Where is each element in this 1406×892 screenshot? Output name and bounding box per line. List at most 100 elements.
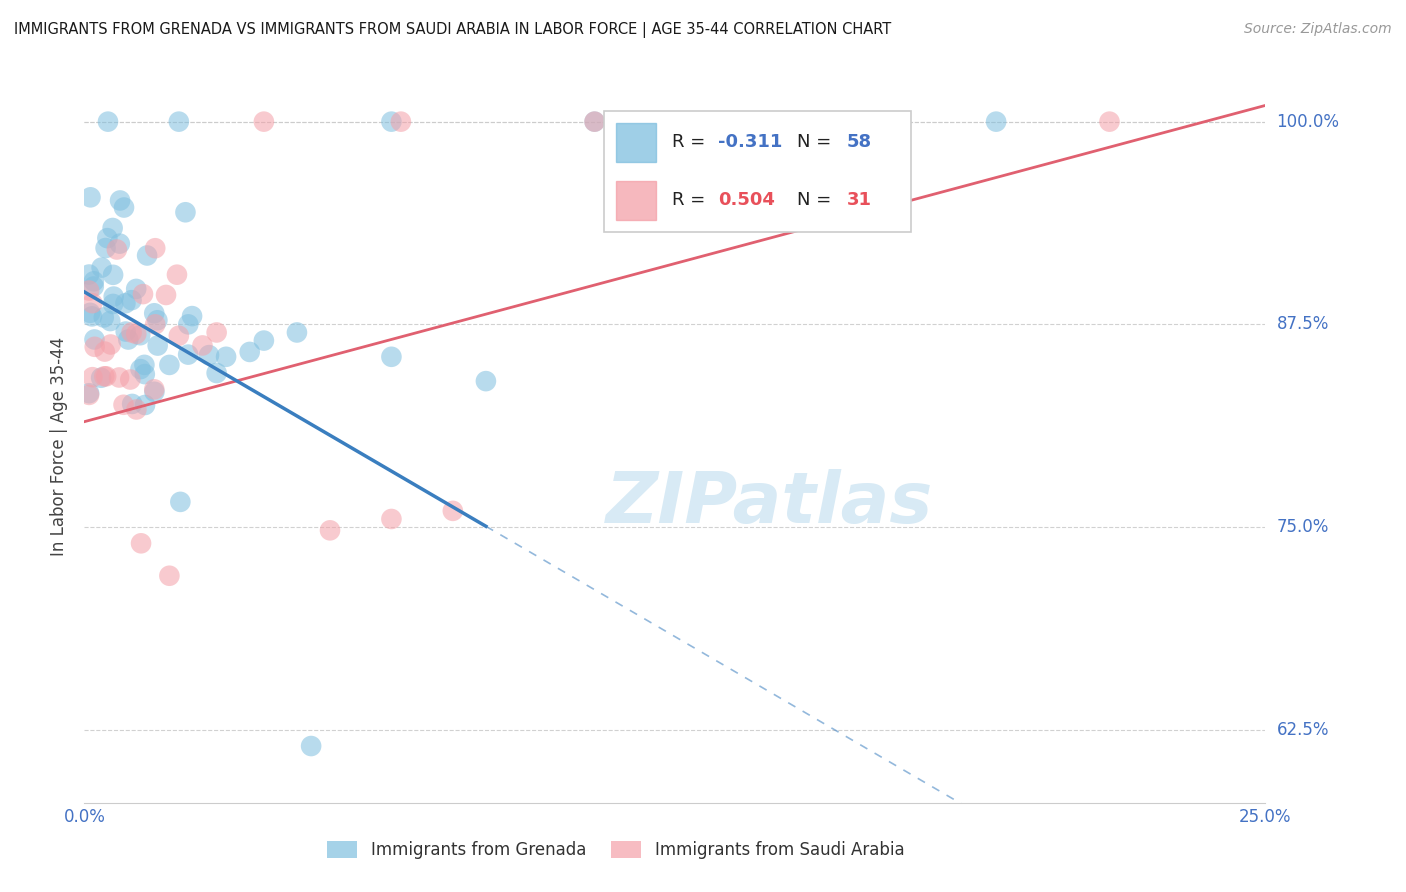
Text: 75.0%: 75.0% xyxy=(1277,518,1329,536)
Text: IMMIGRANTS FROM GRENADA VS IMMIGRANTS FROM SAUDI ARABIA IN LABOR FORCE | AGE 35-: IMMIGRANTS FROM GRENADA VS IMMIGRANTS FR… xyxy=(14,22,891,38)
Point xyxy=(143,382,166,396)
Point xyxy=(93,344,115,359)
Point xyxy=(984,114,1007,128)
Point xyxy=(79,306,101,320)
Point xyxy=(129,362,152,376)
Point xyxy=(155,288,177,302)
Point xyxy=(299,739,322,753)
Point xyxy=(169,495,191,509)
Point xyxy=(105,243,128,257)
Point xyxy=(132,287,155,301)
Point xyxy=(389,114,412,128)
Point xyxy=(120,372,142,386)
Point xyxy=(129,328,152,343)
Point xyxy=(100,337,122,351)
Text: Source: ZipAtlas.com: Source: ZipAtlas.com xyxy=(1244,22,1392,37)
Point xyxy=(101,221,124,235)
Point xyxy=(114,296,136,310)
Point xyxy=(93,310,115,325)
Point xyxy=(174,205,197,219)
Point xyxy=(97,114,120,128)
Point xyxy=(191,338,214,352)
Point xyxy=(125,326,148,341)
Point xyxy=(134,358,156,372)
Point xyxy=(125,402,148,417)
Point xyxy=(77,284,100,298)
Point xyxy=(583,114,606,128)
Point xyxy=(441,504,464,518)
Point xyxy=(82,370,104,384)
Point xyxy=(239,345,262,359)
Point xyxy=(167,328,190,343)
Point xyxy=(215,350,238,364)
Point xyxy=(129,536,152,550)
Point xyxy=(177,348,200,362)
Point xyxy=(146,313,169,327)
Point xyxy=(380,114,402,128)
Point xyxy=(134,367,156,381)
Point xyxy=(380,350,402,364)
Point xyxy=(93,369,115,384)
Point xyxy=(90,370,112,384)
Point xyxy=(121,397,143,411)
Point xyxy=(108,194,131,208)
Point xyxy=(157,358,180,372)
Point xyxy=(583,114,606,128)
Point xyxy=(146,338,169,352)
Point xyxy=(143,318,166,332)
Point xyxy=(79,190,101,204)
Point xyxy=(380,512,402,526)
Point xyxy=(82,296,104,310)
Point xyxy=(98,314,121,328)
Point xyxy=(475,374,498,388)
Point xyxy=(117,333,139,347)
Text: ZIPatlas: ZIPatlas xyxy=(606,468,934,538)
Point xyxy=(108,370,131,384)
Point xyxy=(96,231,118,245)
Point xyxy=(125,282,148,296)
Point xyxy=(112,398,135,412)
Point xyxy=(167,114,190,128)
Point xyxy=(83,274,105,288)
Point xyxy=(319,524,342,538)
Point xyxy=(157,568,180,582)
Text: 100.0%: 100.0% xyxy=(1277,112,1340,130)
Point xyxy=(77,268,100,282)
Y-axis label: In Labor Force | Age 35-44: In Labor Force | Age 35-44 xyxy=(51,336,69,556)
Point xyxy=(143,306,166,320)
Point xyxy=(143,241,166,255)
Point xyxy=(166,268,188,282)
Point xyxy=(205,326,228,340)
Point xyxy=(143,384,166,399)
Point xyxy=(285,326,308,340)
Point xyxy=(121,326,143,340)
Point xyxy=(101,268,124,282)
Point xyxy=(83,279,105,293)
Point xyxy=(90,260,112,275)
Point xyxy=(80,310,103,324)
Point xyxy=(177,318,200,332)
Point xyxy=(772,114,794,128)
Point xyxy=(134,398,156,412)
Text: 87.5%: 87.5% xyxy=(1277,316,1329,334)
Point xyxy=(253,114,276,128)
Point xyxy=(83,340,105,354)
Point xyxy=(772,114,794,128)
Point xyxy=(198,348,221,362)
Point xyxy=(1098,114,1121,128)
Point xyxy=(181,309,204,323)
Point xyxy=(108,236,131,251)
Point xyxy=(112,201,135,215)
Point xyxy=(101,297,124,311)
Point xyxy=(77,386,100,401)
Point xyxy=(96,369,118,384)
Text: 62.5%: 62.5% xyxy=(1277,721,1329,739)
Point xyxy=(94,241,117,255)
Point xyxy=(121,293,143,308)
Point xyxy=(136,248,159,262)
Legend: Immigrants from Grenada, Immigrants from Saudi Arabia: Immigrants from Grenada, Immigrants from… xyxy=(321,834,911,866)
Point xyxy=(83,333,105,347)
Point xyxy=(77,388,100,402)
Point xyxy=(103,289,125,303)
Point xyxy=(205,366,228,380)
